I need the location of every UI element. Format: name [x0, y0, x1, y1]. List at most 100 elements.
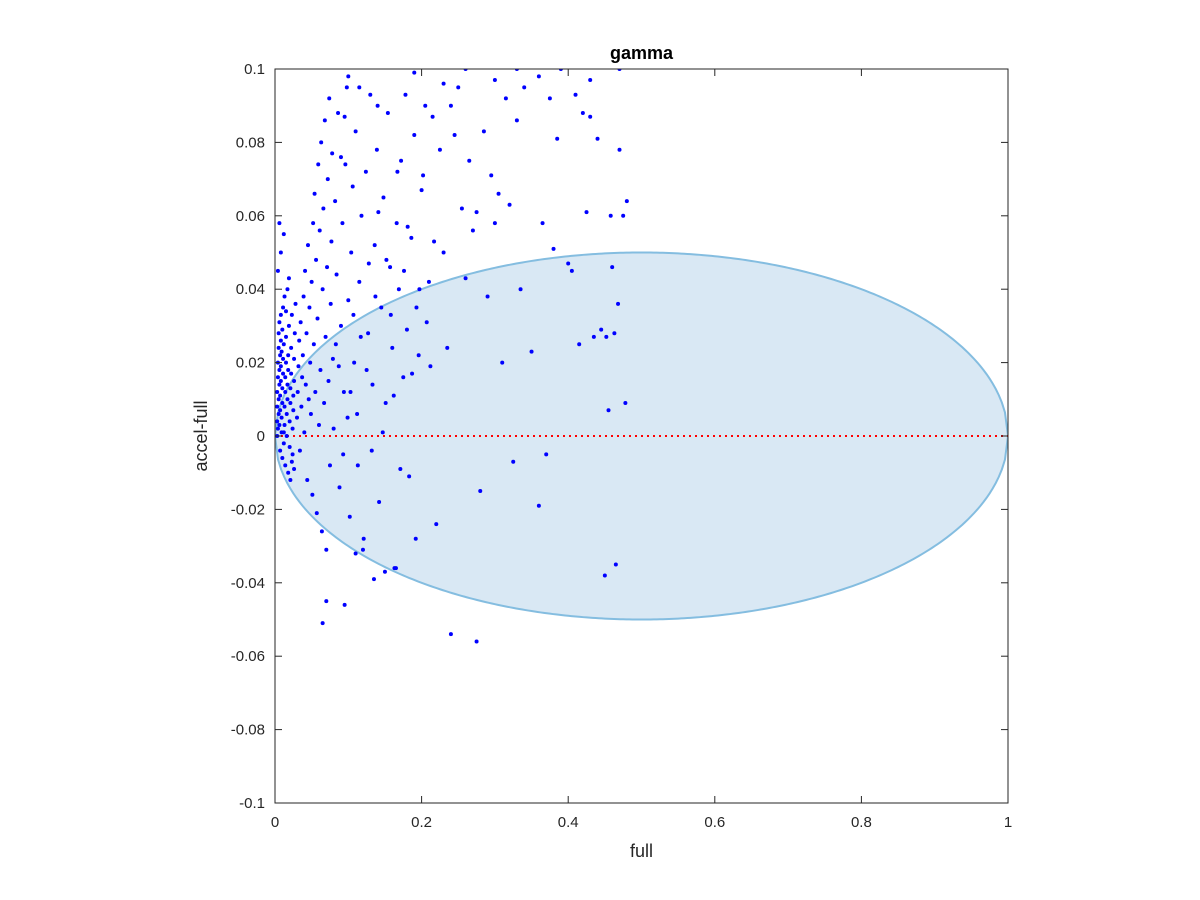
data-point: [414, 305, 419, 310]
x-tick-label: 0.2: [411, 814, 432, 831]
data-point: [352, 360, 357, 365]
data-point: [404, 327, 409, 332]
data-point: [432, 239, 437, 244]
data-point: [329, 239, 334, 244]
data-point: [416, 353, 421, 358]
data-point: [301, 294, 306, 299]
data-point: [555, 136, 560, 141]
data-point: [481, 129, 486, 134]
y-tick-label: 0: [257, 428, 265, 445]
data-point: [320, 621, 325, 626]
data-point: [402, 268, 407, 273]
data-point: [370, 382, 375, 387]
data-point: [281, 430, 286, 435]
x-tick-label: 0.6: [704, 814, 725, 831]
data-point: [544, 452, 549, 457]
data-point: [275, 375, 280, 380]
data-point: [364, 367, 369, 372]
data-point: [511, 459, 516, 464]
data-point: [474, 639, 479, 644]
data-point: [369, 448, 374, 453]
data-point: [496, 191, 501, 196]
data-point: [474, 210, 479, 215]
data-point: [299, 404, 304, 409]
data-point: [403, 92, 408, 97]
data-point: [290, 426, 295, 431]
data-point: [384, 257, 389, 262]
data-point: [357, 85, 362, 90]
data-point: [355, 463, 360, 468]
data-point: [507, 202, 512, 207]
data-point: [518, 287, 523, 292]
data-point: [424, 320, 429, 325]
data-point: [409, 235, 414, 240]
data-point: [277, 367, 282, 372]
data-point: [540, 221, 545, 226]
data-point: [349, 250, 354, 255]
data-point: [405, 224, 410, 229]
data-point: [388, 265, 393, 270]
data-point: [292, 331, 297, 336]
data-point: [297, 338, 302, 343]
data-point: [595, 136, 600, 141]
data-point: [360, 547, 365, 552]
data-point: [283, 375, 288, 380]
data-point: [342, 602, 347, 607]
data-point: [308, 360, 313, 365]
data-point: [522, 85, 527, 90]
data-point: [287, 445, 292, 450]
x-axis-label: full: [630, 841, 653, 861]
data-point: [318, 367, 323, 372]
data-point: [419, 188, 424, 193]
data-point: [280, 400, 285, 405]
data-point: [536, 503, 541, 508]
data-point: [336, 111, 341, 116]
x-axis-ticks: 0 0.2 0.4 0.6 0.8 1: [271, 69, 1012, 831]
x-tick-label: 0.8: [851, 814, 872, 831]
data-point: [297, 448, 302, 453]
data-point: [610, 265, 615, 270]
data-point: [305, 478, 310, 483]
data-point: [456, 85, 461, 90]
data-point: [278, 364, 283, 369]
data-point: [547, 96, 552, 101]
data-point: [459, 206, 464, 211]
data-point: [281, 371, 286, 376]
data-point: [366, 261, 371, 266]
data-point: [300, 375, 305, 380]
y-axis-label: accel-full: [191, 400, 211, 471]
x-tick-label: 0.4: [558, 814, 579, 831]
data-point: [353, 129, 358, 134]
data-point: [320, 287, 325, 292]
data-point: [337, 485, 342, 490]
data-point: [287, 419, 292, 424]
data-point: [566, 261, 571, 266]
data-point: [314, 511, 319, 516]
data-point: [412, 133, 417, 138]
data-point: [353, 551, 358, 556]
data-point: [401, 375, 406, 380]
data-point: [282, 404, 287, 409]
data-point: [445, 345, 450, 350]
data-point: [275, 426, 280, 431]
data-point: [608, 213, 613, 218]
data-point: [381, 195, 386, 200]
data-point: [280, 456, 285, 461]
data-point: [286, 470, 291, 475]
data-point: [343, 162, 348, 167]
data-point: [338, 323, 343, 328]
x-tick-label: 0: [271, 814, 279, 831]
data-point: [333, 342, 338, 347]
data-point: [323, 334, 328, 339]
data-point: [341, 389, 346, 394]
data-point: [617, 147, 622, 152]
data-point: [289, 459, 294, 464]
data-point: [613, 562, 618, 567]
data-point: [500, 360, 505, 365]
data-point: [284, 411, 289, 416]
data-point: [584, 210, 589, 215]
data-point: [380, 430, 385, 435]
data-point: [279, 415, 284, 420]
data-point: [577, 342, 582, 347]
data-point: [322, 400, 327, 405]
